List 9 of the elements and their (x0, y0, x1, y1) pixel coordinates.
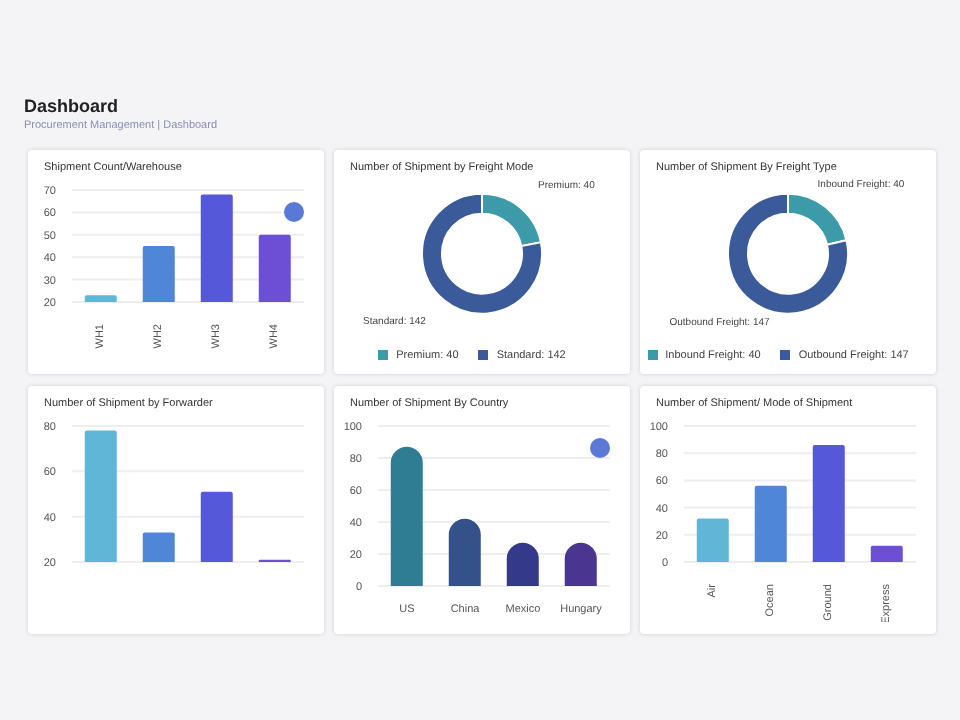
bar (696, 518, 729, 562)
bar (448, 518, 481, 586)
bar (870, 545, 903, 562)
donut-slice (727, 192, 849, 315)
bar (812, 445, 845, 562)
text: Dashboard (24, 96, 121, 116)
bar (754, 485, 787, 562)
donut-slice (421, 192, 543, 315)
bar (390, 446, 423, 586)
